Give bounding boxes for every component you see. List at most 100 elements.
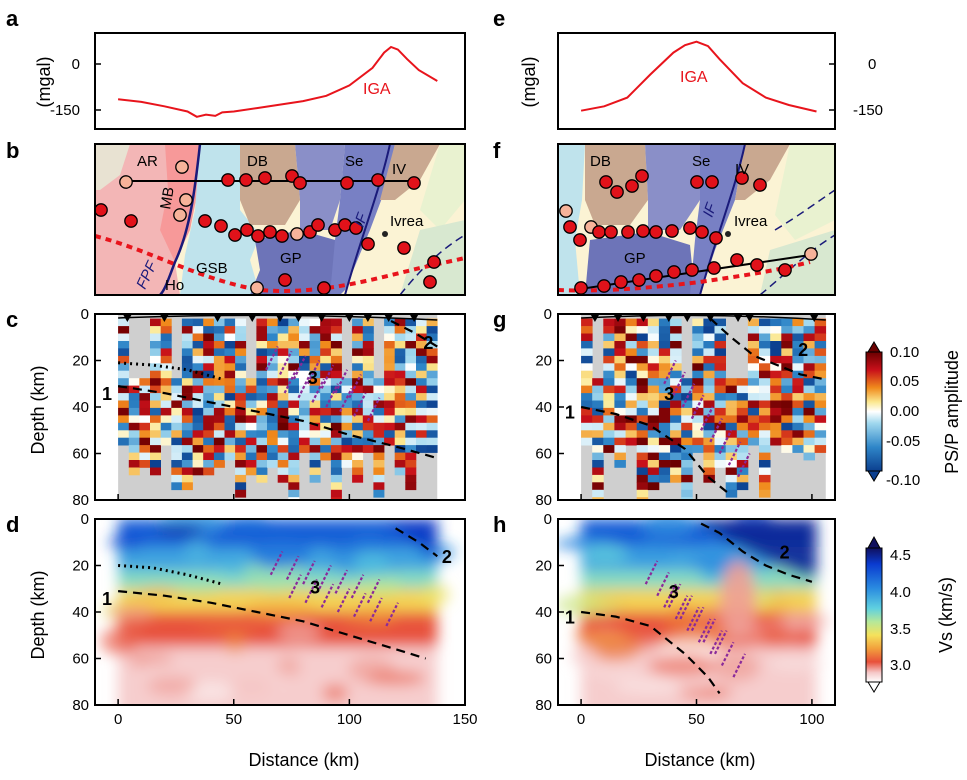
psp-cell [213, 460, 225, 468]
colorbar-psp-bar [865, 351, 883, 472]
psp-cell [759, 422, 771, 431]
psp-cell [405, 415, 417, 424]
psp-cell [394, 341, 406, 349]
map-f-region-west [558, 144, 585, 295]
psp-cell [814, 348, 827, 357]
psp-cell [725, 393, 738, 401]
ytick-label-g-4: 80 [535, 492, 552, 509]
psp-cell [330, 430, 342, 439]
psp-cell [636, 341, 649, 349]
vs-blob [420, 584, 450, 606]
panel-letter-d: d [6, 512, 19, 537]
psp-cell [213, 422, 225, 431]
psp-cell [384, 437, 396, 446]
feature-3-hatch-d [320, 583, 335, 608]
psp-cell [416, 363, 427, 372]
psp-cell [118, 326, 130, 334]
psp-cell [714, 348, 726, 357]
panel-g-psp: 1 2 3 [557, 313, 836, 501]
psp-cell [405, 363, 417, 372]
psp-cell [759, 437, 771, 446]
psp-cell [245, 393, 257, 401]
psp-cell [394, 378, 406, 386]
panel-e-ylabel: (mgal) [519, 56, 539, 107]
psp-cell [288, 415, 300, 424]
vs-blob [321, 684, 349, 702]
psp-cell [235, 385, 247, 394]
psp-cell [747, 348, 760, 357]
psp-cell [426, 445, 438, 453]
psp-cell [581, 318, 593, 327]
psp-cell [320, 318, 332, 327]
psp-cell [330, 482, 342, 491]
psp-cell [614, 415, 626, 424]
psp-cell [256, 355, 268, 364]
psp-cell [725, 422, 738, 431]
vs-blob [147, 675, 197, 696]
psp-cell [139, 445, 151, 453]
psp-cell [224, 393, 236, 401]
map-f-label-DB: DB [590, 153, 611, 170]
psp-cell [181, 407, 193, 416]
psp-cell [394, 370, 406, 379]
psp-cell [160, 333, 172, 342]
psp-cell [288, 452, 300, 461]
psp-cell [747, 393, 760, 401]
colorbar-psp: 0.10 0.05 0.00 -0.05 -0.10 PS/P amplitud… [865, 341, 962, 489]
psp-cell [581, 400, 593, 409]
psp-cell [736, 474, 749, 483]
psp-cell [352, 422, 364, 431]
psp-cell [299, 326, 310, 334]
psp-cell [235, 363, 247, 372]
psp-cell [160, 422, 172, 431]
psp-cell [320, 333, 332, 342]
map-f-station-30 [685, 263, 699, 277]
psp-cell [814, 370, 827, 379]
station-triangle-g-1 [614, 315, 623, 322]
psp-cell [781, 363, 793, 372]
psp-cell [759, 430, 771, 439]
psp-cell [118, 333, 130, 342]
feature-3-hatch-h [656, 571, 670, 597]
psp-cell [267, 355, 278, 364]
psp-cell [614, 363, 626, 372]
psp-cell [803, 318, 815, 327]
psp-cell [781, 445, 793, 453]
feature-3-hatch-d [336, 588, 351, 613]
psp-cell [288, 333, 300, 342]
psp-cell [625, 430, 638, 439]
map-f-station-26 [614, 275, 628, 289]
psp-cell [256, 370, 268, 379]
psp-cell [792, 430, 804, 439]
psp-cell [647, 482, 660, 491]
psp-cell [203, 318, 215, 327]
psp-cell [160, 378, 172, 386]
psp-cell [426, 437, 438, 446]
psp-cell [681, 489, 693, 498]
interface-2-h [700, 522, 813, 583]
colorbar-psp-tick-3: -0.05 [886, 433, 920, 450]
psp-cell [118, 355, 130, 364]
map-f-ivrea-point [725, 231, 731, 237]
psp-cell [636, 415, 649, 424]
psp-cell [625, 437, 638, 446]
psp-cell [625, 355, 638, 364]
psp-cell [213, 341, 225, 349]
map-f-station-18 [735, 171, 749, 185]
psp-cell [681, 445, 693, 453]
psp-cell [330, 378, 342, 386]
psp-cell [235, 333, 247, 342]
psp-cell [416, 400, 427, 409]
vs-blob [173, 579, 225, 594]
psp-cell [670, 370, 682, 379]
psp-cell [736, 385, 749, 394]
psp-cell [581, 341, 593, 349]
interface-2-c [390, 320, 438, 348]
psp-cell [792, 341, 804, 349]
station-triangle-c-10 [410, 315, 419, 322]
psp-cell [330, 437, 342, 446]
psp-cell [277, 415, 289, 424]
feature-3-hatch-h [663, 583, 677, 608]
feature-3-hatch-d [385, 602, 399, 627]
psp-cell [171, 393, 183, 401]
